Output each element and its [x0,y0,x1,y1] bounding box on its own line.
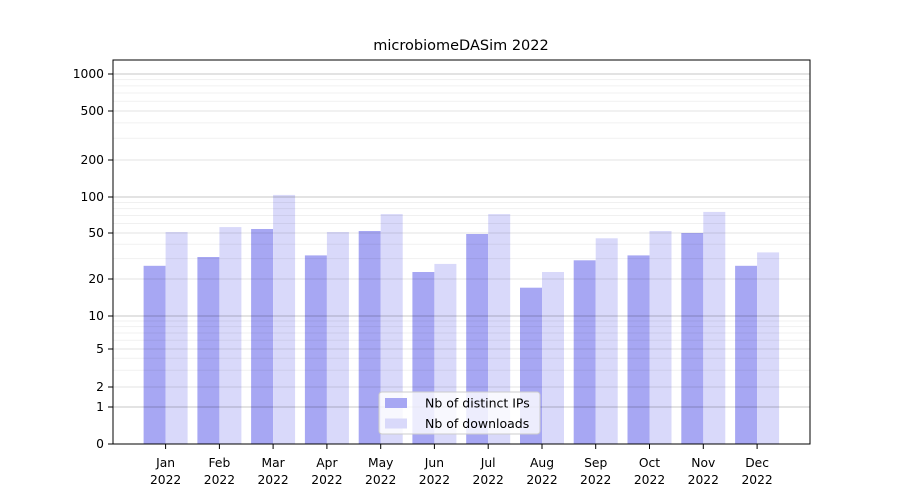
grid-layer [113,73,810,408]
y-tick-label: 20 [88,272,104,286]
bar-may-distinct-ips [358,231,381,444]
x-tick-label: Jun 2022 [419,456,450,487]
y-tick-label: 2 [96,380,104,394]
x-tick-label: Mar 2022 [257,456,288,487]
x-tick-label: Jan 2022 [150,456,181,487]
bar-mar-distinct-ips [251,229,274,444]
bar-may-downloads [380,214,403,444]
x-tick-label: Feb 2022 [204,456,235,487]
bar-oct-distinct-ips [627,255,650,444]
legend-box [378,391,541,435]
bar-sep-downloads [595,238,618,444]
legend-label-distinct-ips: Nb of distinct IPs [425,396,530,411]
bar-jan-downloads [165,232,188,444]
bar-apr-distinct-ips [304,255,327,444]
y-tick-label: 100 [81,190,104,204]
x-tick-label: Apr 2022 [311,456,342,487]
y-tick-label: 10 [88,309,104,323]
bar-dec-downloads [757,252,780,444]
y-tick-label: 500 [81,104,104,118]
bar-jul-downloads [488,214,511,444]
legend-swatch-downloads [385,418,407,429]
bar-aug-downloads [542,272,564,444]
x-tick-label: Dec 2022 [741,456,772,487]
bar-nov-distinct-ips [681,233,704,444]
legend-swatch-distinct-ips [385,398,407,408]
y-tick-label: 1 [96,400,104,414]
y-tick-label: 0 [96,437,104,451]
bar-feb-distinct-ips [197,257,220,444]
plot-frame [112,59,811,445]
legend: Nb of distinct IPs Nb of downloads [378,391,541,435]
y-tick-label: 200 [81,153,104,167]
x-tick-label: Aug 2022 [526,456,557,487]
bar-dec-distinct-ips [735,265,758,444]
y-tick-label: 1000 [73,67,104,81]
x-tick-label: Nov 2022 [688,456,719,487]
y-tick-label: 5 [96,342,104,356]
x-tick-label: Sep 2022 [580,456,611,487]
bar-jan-distinct-ips [143,265,166,444]
x-tick-label: Oct 2022 [634,456,665,487]
y-tick-label: 50 [88,226,104,240]
bar-oct-downloads [649,231,672,444]
legend-label-downloads: Nb of downloads [425,416,529,431]
bar-feb-downloads [219,227,242,444]
bar-mar-downloads [273,194,296,444]
bar-apr-downloads [326,232,349,444]
x-tick-label: May 2022 [365,456,396,487]
bar-sep-distinct-ips [573,260,596,444]
chart-title: microbiomeDASim 2022 [373,38,549,54]
x-tick-label: Jul 2022 [473,456,504,487]
axes-layer: 0 1 2 5 10 20 50 100 200 500 1000 Jan 2022 Feb 2022 Mar… [73,59,811,487]
bar-nov-downloads [703,211,726,444]
